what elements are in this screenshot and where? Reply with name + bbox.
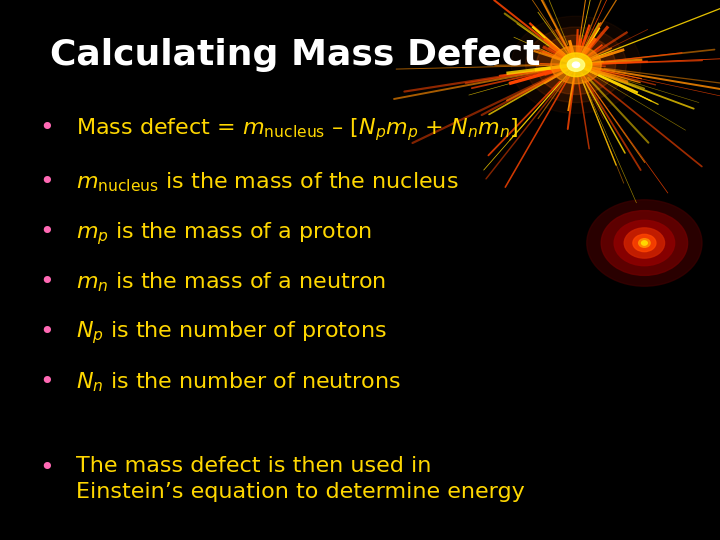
Circle shape bbox=[614, 220, 675, 266]
Text: Calculating Mass Defect: Calculating Mass Defect bbox=[50, 38, 541, 72]
Text: $m_p$ is the mass of a proton: $m_p$ is the mass of a proton bbox=[76, 220, 372, 247]
Circle shape bbox=[551, 46, 601, 84]
Circle shape bbox=[526, 27, 626, 103]
Text: •: • bbox=[40, 170, 54, 194]
Circle shape bbox=[587, 200, 702, 286]
Text: •: • bbox=[40, 220, 54, 244]
Text: •: • bbox=[40, 270, 54, 294]
Circle shape bbox=[560, 53, 592, 77]
Text: •: • bbox=[40, 456, 54, 480]
Text: •: • bbox=[40, 370, 54, 394]
Circle shape bbox=[567, 58, 585, 71]
Text: •: • bbox=[40, 320, 54, 343]
Text: •: • bbox=[40, 116, 54, 140]
Circle shape bbox=[572, 62, 580, 68]
Text: $N_n$ is the number of neutrons: $N_n$ is the number of neutrons bbox=[76, 370, 400, 394]
Text: The mass defect is then used in
Einstein’s equation to determine energy: The mass defect is then used in Einstein… bbox=[76, 456, 524, 502]
Circle shape bbox=[624, 228, 665, 258]
Circle shape bbox=[642, 241, 647, 245]
Circle shape bbox=[633, 234, 656, 252]
Circle shape bbox=[511, 16, 641, 113]
Text: Mass defect = $m_\mathrm{nucleus}$ – [$N_p m_p$ + $N_n m_n$]: Mass defect = $m_\mathrm{nucleus}$ – [$N… bbox=[76, 116, 518, 143]
Circle shape bbox=[601, 211, 688, 275]
Text: $N_p$ is the number of protons: $N_p$ is the number of protons bbox=[76, 320, 387, 347]
Circle shape bbox=[536, 35, 616, 94]
Text: $m_\mathrm{nucleus}$ is the mass of the nucleus: $m_\mathrm{nucleus}$ is the mass of the … bbox=[76, 170, 458, 194]
Circle shape bbox=[639, 239, 650, 247]
Text: $m_n$ is the mass of a neutron: $m_n$ is the mass of a neutron bbox=[76, 270, 386, 294]
